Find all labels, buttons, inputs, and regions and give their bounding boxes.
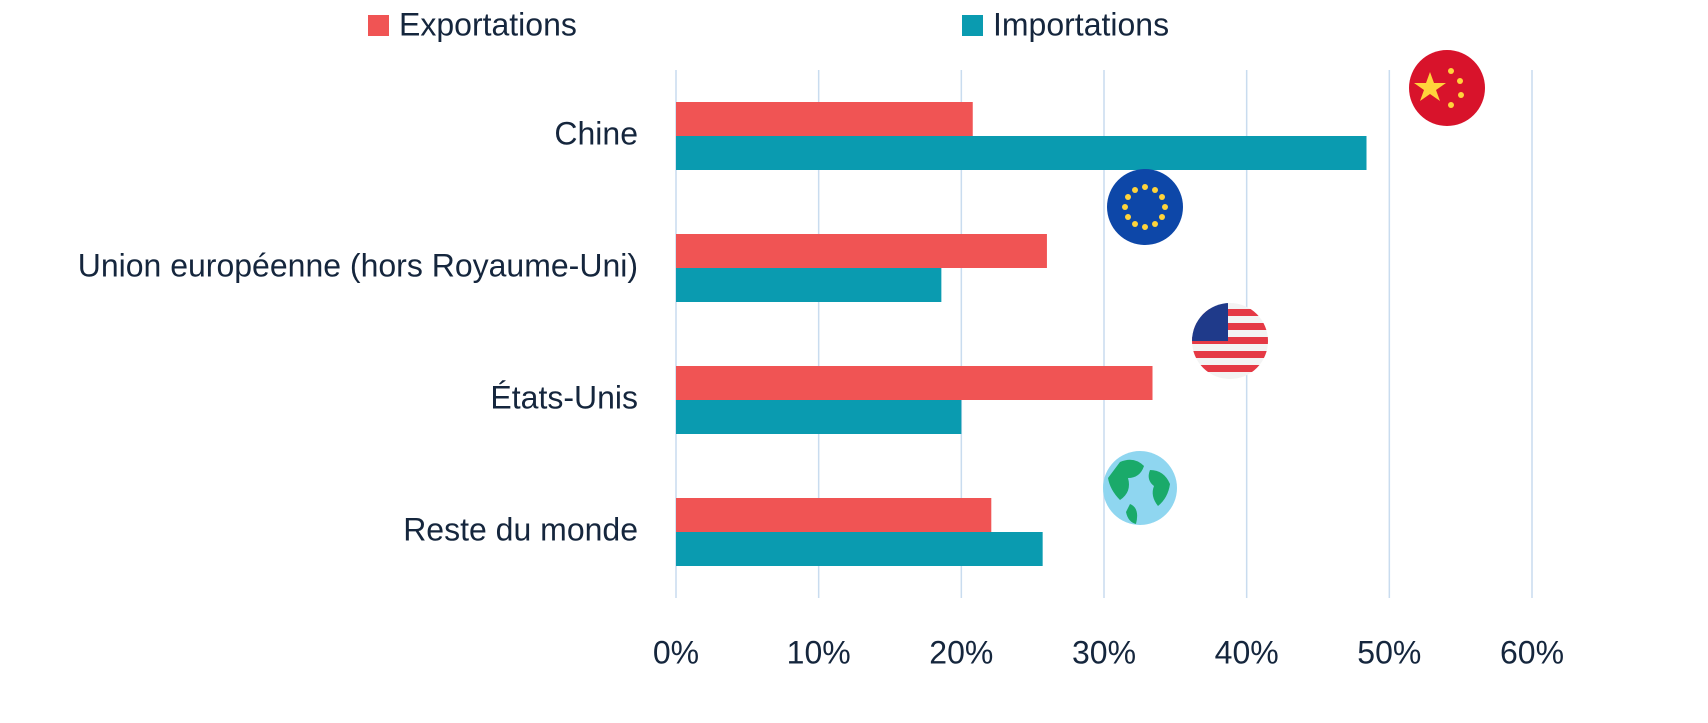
x-tick-label: 0% bbox=[653, 634, 699, 670]
x-tick-label: 10% bbox=[787, 634, 851, 670]
flags bbox=[1103, 50, 1485, 525]
y-tick-label: États-Unis bbox=[490, 379, 638, 415]
bar bbox=[676, 532, 1043, 566]
bar bbox=[676, 498, 992, 532]
flag-china bbox=[1409, 50, 1485, 126]
bar bbox=[676, 400, 962, 434]
bar bbox=[676, 366, 1153, 400]
bar bbox=[676, 136, 1367, 170]
legend-label: Importations bbox=[993, 6, 1169, 42]
globe bbox=[1103, 451, 1177, 525]
legend-label: Exportations bbox=[399, 6, 577, 42]
flag-usa bbox=[1192, 303, 1268, 379]
legend-swatch bbox=[368, 15, 389, 36]
x-tick-label: 30% bbox=[1072, 634, 1136, 670]
bar bbox=[676, 268, 942, 302]
bar bbox=[676, 234, 1047, 268]
legend-swatch bbox=[962, 15, 983, 36]
y-tick-label: Union européenne (hors Royaume-Uni) bbox=[78, 247, 638, 283]
x-tick-label: 60% bbox=[1500, 634, 1564, 670]
y-tick-label: Reste du monde bbox=[403, 511, 638, 547]
x-tick-label: 50% bbox=[1357, 634, 1421, 670]
x-tick-label: 40% bbox=[1215, 634, 1279, 670]
y-tick-label: Chine bbox=[554, 115, 638, 151]
flag-eu bbox=[1107, 169, 1183, 245]
bar bbox=[676, 102, 973, 136]
x-tick-label: 20% bbox=[929, 634, 993, 670]
